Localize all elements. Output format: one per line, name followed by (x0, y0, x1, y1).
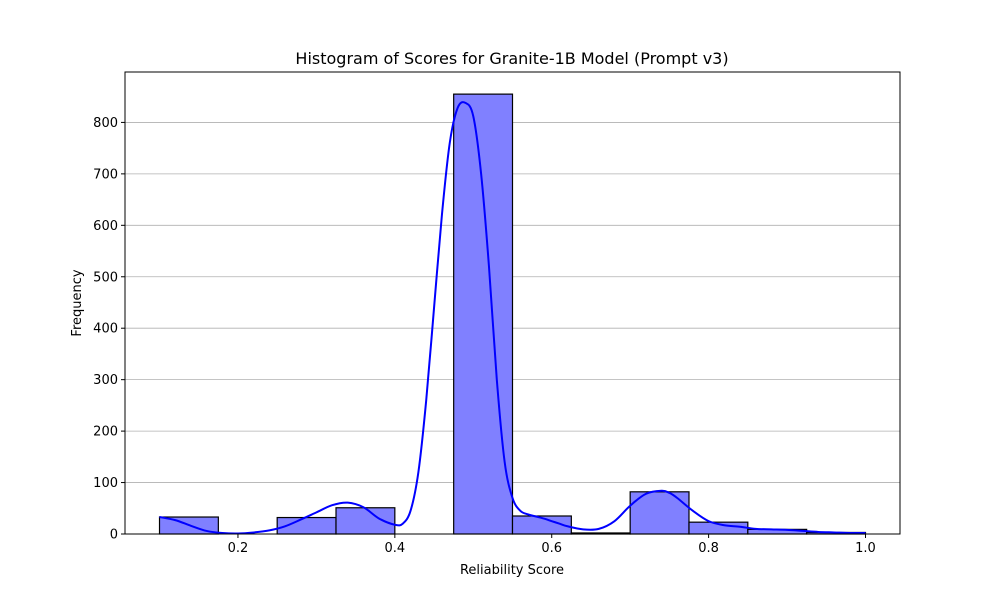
y-tick-label: 100 (93, 476, 118, 491)
x-axis-ticks: 0.2 0.4 0.6 0.8 1.0 (228, 534, 876, 556)
chart-title: Histogram of Scores for Granite-1B Model… (295, 49, 728, 68)
y-tick-label: 700 (93, 167, 118, 182)
histogram-bar (453, 93, 514, 535)
x-tick-label: 0.4 (384, 541, 405, 556)
y-tick-label: 200 (93, 425, 118, 440)
x-tick-label: 0.2 (228, 541, 249, 556)
y-axis-ticks: 0 100 200 300 400 500 600 700 800 (93, 116, 125, 543)
x-axis-label: Reliability Score (460, 563, 564, 578)
x-tick-label: 0.8 (698, 541, 719, 556)
histogram-bars (158, 93, 867, 535)
plot-frame (124, 71, 901, 535)
kde-curve (159, 101, 866, 535)
y-tick-label: 400 (93, 322, 118, 337)
y-tick-label: 600 (93, 219, 118, 234)
x-tick-label: 0.6 (541, 541, 562, 556)
y-tick-label: 300 (93, 373, 118, 388)
y-tick-label: 800 (93, 116, 118, 131)
x-tick-label: 1.0 (855, 541, 876, 556)
y-tick-label: 0 (110, 528, 118, 543)
y-tick-label: 500 (93, 270, 118, 285)
y-axis-label: Frequency (70, 269, 85, 336)
